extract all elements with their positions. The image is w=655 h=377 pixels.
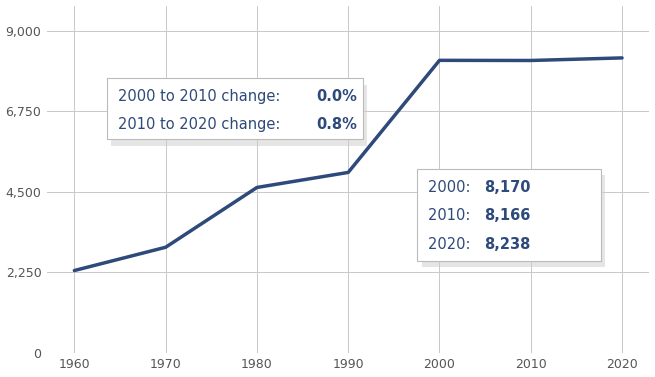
Text: 2000 to 2010 change:: 2000 to 2010 change: [118, 89, 285, 104]
Text: 2010:: 2010: [428, 208, 476, 224]
Text: 8,238: 8,238 [484, 237, 531, 252]
Text: 2020:: 2020: [428, 237, 476, 252]
Text: 0.8%: 0.8% [316, 117, 357, 132]
FancyBboxPatch shape [111, 85, 367, 146]
Text: 2000:: 2000: [428, 180, 476, 195]
FancyBboxPatch shape [417, 169, 601, 261]
Text: 2010 to 2020 change:: 2010 to 2020 change: [118, 117, 285, 132]
Text: 0.0%: 0.0% [316, 89, 357, 104]
Text: 8,170: 8,170 [484, 180, 531, 195]
FancyBboxPatch shape [107, 78, 364, 139]
FancyBboxPatch shape [422, 175, 605, 267]
Text: 8,166: 8,166 [484, 208, 531, 224]
